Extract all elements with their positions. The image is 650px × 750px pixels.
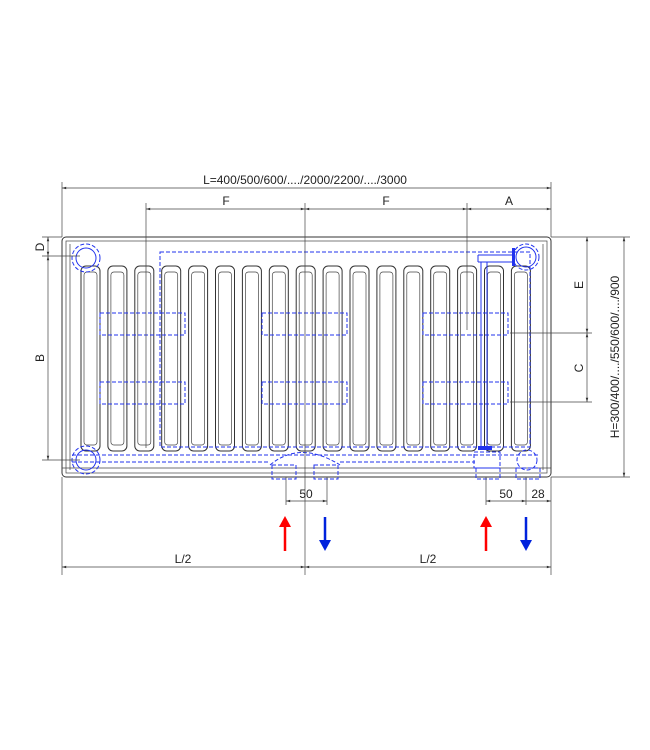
return-arrow-down-icon [520,517,532,551]
fin-inner [514,271,528,446]
d-label: D [33,242,47,251]
fin [161,265,182,452]
fin-inner [487,271,501,446]
fin-inner [218,271,232,446]
fin-inner [245,271,259,446]
hidden-piping [72,251,541,480]
radiator-fins [80,265,531,452]
fin [107,265,128,452]
fin [349,265,370,452]
half-right-label: L/2 [420,552,437,566]
e-label: E [572,281,586,289]
connection-top-left [71,243,101,273]
fin [241,265,262,452]
fin-inner [433,271,448,446]
bottom-right-offset-label: 28 [531,487,545,501]
fin [322,265,343,452]
dimension-lines [42,182,630,575]
supply-arrow-up-icon [279,516,291,551]
fin-inner [164,271,179,446]
fin-inner [271,271,286,446]
fin [376,265,397,452]
fin [295,265,316,452]
fin-inner [406,271,421,446]
fin [134,265,155,452]
fin [215,265,235,452]
height-label: H=300/400/..../550/600/..../900 [608,275,622,438]
connection-bottom-right [516,449,538,471]
b-label: B [33,354,47,362]
f-left-label: F [222,194,229,208]
fin [403,265,424,452]
fin-inner [352,271,367,446]
half-left-label: L/2 [175,552,192,566]
c-label: C [572,363,586,372]
return-arrow-down-icon [319,517,331,551]
connection-top-right [512,243,540,271]
fin-inner [83,271,98,446]
length-label: L=400/500/600/..../2000/2200/..../3000 [203,173,407,187]
a-label: A [505,194,513,208]
bottom-right-spacing-label: 50 [499,487,513,501]
fin [430,265,451,452]
fin-inner [298,271,313,446]
fin [268,265,289,452]
fin [484,265,504,452]
supply-arrow-up-icon [480,516,492,551]
fin-inner [379,271,394,446]
fin-inner [191,271,205,446]
fin-inner [137,271,152,446]
fin-inner [325,271,340,446]
bottom-center-spacing-label: 50 [299,487,313,501]
fin-inner [110,271,125,446]
fin [188,265,209,452]
f-right-label: F [382,194,389,208]
radiator-body [61,236,552,478]
